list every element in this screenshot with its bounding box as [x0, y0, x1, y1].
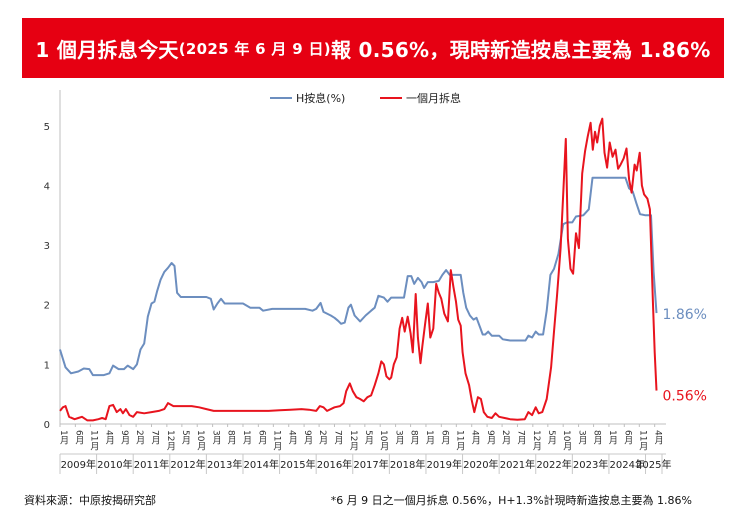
- x-year-label: 2014年: [244, 458, 279, 471]
- hibor-line: [59, 117, 658, 422]
- x-month-label: 3月: [577, 430, 588, 446]
- source-note: 資料來源：中原按揭研究部: [24, 494, 156, 507]
- x-month-label: 6月: [439, 430, 450, 446]
- x-month-label: 4月: [470, 430, 481, 446]
- x-year-label: 2009年: [61, 458, 96, 471]
- x-month-label: 2月: [500, 430, 511, 446]
- x-month-label: 12月: [165, 430, 176, 451]
- x-month-label: 5月: [180, 430, 191, 446]
- x-month-label: 8月: [226, 430, 237, 446]
- y-tick-label: 2: [44, 301, 50, 312]
- x-month-label: 9月: [302, 430, 313, 446]
- chart-title-banner: 1 個月拆息今天 (2025 年 6 月 9 日) 報 0.56%，現時新造按息…: [22, 18, 724, 78]
- x-year-label: 2016年: [317, 458, 352, 471]
- x-month-label: 4月: [653, 430, 664, 446]
- x-month-label: 12月: [348, 430, 359, 451]
- x-month-label: 10月: [561, 430, 572, 451]
- x-month-label: 3月: [394, 430, 405, 446]
- x-year-label: 2021年: [500, 458, 535, 471]
- title-part-main: 1 個月拆息今天: [35, 37, 179, 62]
- x-year-label: 2020年: [463, 458, 498, 471]
- h-rate-end-label: 1.86%: [663, 307, 707, 323]
- x-month-label: 4月: [287, 430, 298, 446]
- x-year-label: 2019年: [427, 458, 462, 471]
- x-month-label: 6月: [256, 430, 267, 446]
- x-year-label: 2011年: [134, 458, 169, 471]
- y-tick-label: 3: [44, 241, 50, 252]
- y-tick-label: 4: [44, 181, 50, 192]
- x-year-label: 2018年: [390, 458, 425, 471]
- title-part-date: (2025 年 6 月 9 日): [178, 39, 331, 58]
- x-month-label: 11月: [88, 430, 99, 451]
- x-month-label: 7月: [332, 430, 343, 446]
- x-month-label: 9月: [485, 430, 496, 446]
- x-month-label: 2月: [317, 430, 328, 446]
- x-month-label: 9月: [119, 430, 130, 446]
- x-month-label: 5月: [363, 430, 374, 446]
- x-month-label: 1月: [58, 430, 69, 446]
- x-year-label: 2017年: [353, 458, 388, 471]
- h-rate-line: [59, 176, 658, 377]
- x-month-label: 7月: [149, 430, 160, 446]
- x-month-label: 10月: [195, 430, 206, 451]
- x-year-label: 2010年: [97, 458, 132, 471]
- x-month-label: 10月: [378, 430, 389, 451]
- y-tick-label: 0: [44, 420, 50, 431]
- x-month-label: 2月: [134, 430, 145, 446]
- x-month-label: 11月: [637, 430, 648, 451]
- x-month-label: 1月: [241, 430, 252, 446]
- x-month-label: 1月: [607, 430, 618, 446]
- x-month-label: 5月: [546, 430, 557, 446]
- y-tick-label: 1: [44, 360, 50, 371]
- x-month-label: 11月: [454, 430, 465, 451]
- x-month-label: 1月: [424, 430, 435, 446]
- x-year-label: 2022年: [536, 458, 571, 471]
- x-month-label: 7月: [515, 430, 526, 446]
- x-year-label: 2024年: [610, 458, 645, 471]
- x-month-label: 4月: [104, 430, 115, 446]
- x-month-label: 6月: [622, 430, 633, 446]
- x-month-label: 11月: [271, 430, 282, 451]
- legend-label: 一個月拆息: [406, 91, 461, 105]
- x-month-label: 3月: [211, 430, 222, 446]
- x-year-label: 2023年: [573, 458, 608, 471]
- legend-label: H按息(%): [296, 91, 345, 105]
- x-month-label: 8月: [409, 430, 420, 446]
- x-month-label: 8月: [592, 430, 603, 446]
- x-year-label: 2012年: [170, 458, 205, 471]
- x-year-label: 2013年: [207, 458, 242, 471]
- x-year-label: 2025年: [636, 458, 671, 471]
- y-tick-label: 5: [44, 122, 50, 133]
- x-year-label: 2015年: [280, 458, 315, 471]
- hibor-end-label: 0.56%: [663, 389, 707, 405]
- chart-area: 0 1 2 3 4 5 1月 6月 11月 4月 9月 2月 7月 12月 5月 10月 3月 8月 1月 6月 11月…: [22, 84, 724, 482]
- title-part-rates: 報 0.56%，現時新造按息主要為 1.86%: [330, 37, 711, 62]
- x-month-label: 6月: [73, 430, 84, 446]
- footnote: *6 月 9 日之一個月拆息 0.56%，H+1.3%計現時新造按息主要為 1.…: [330, 494, 692, 507]
- x-month-label: 12月: [531, 430, 542, 451]
